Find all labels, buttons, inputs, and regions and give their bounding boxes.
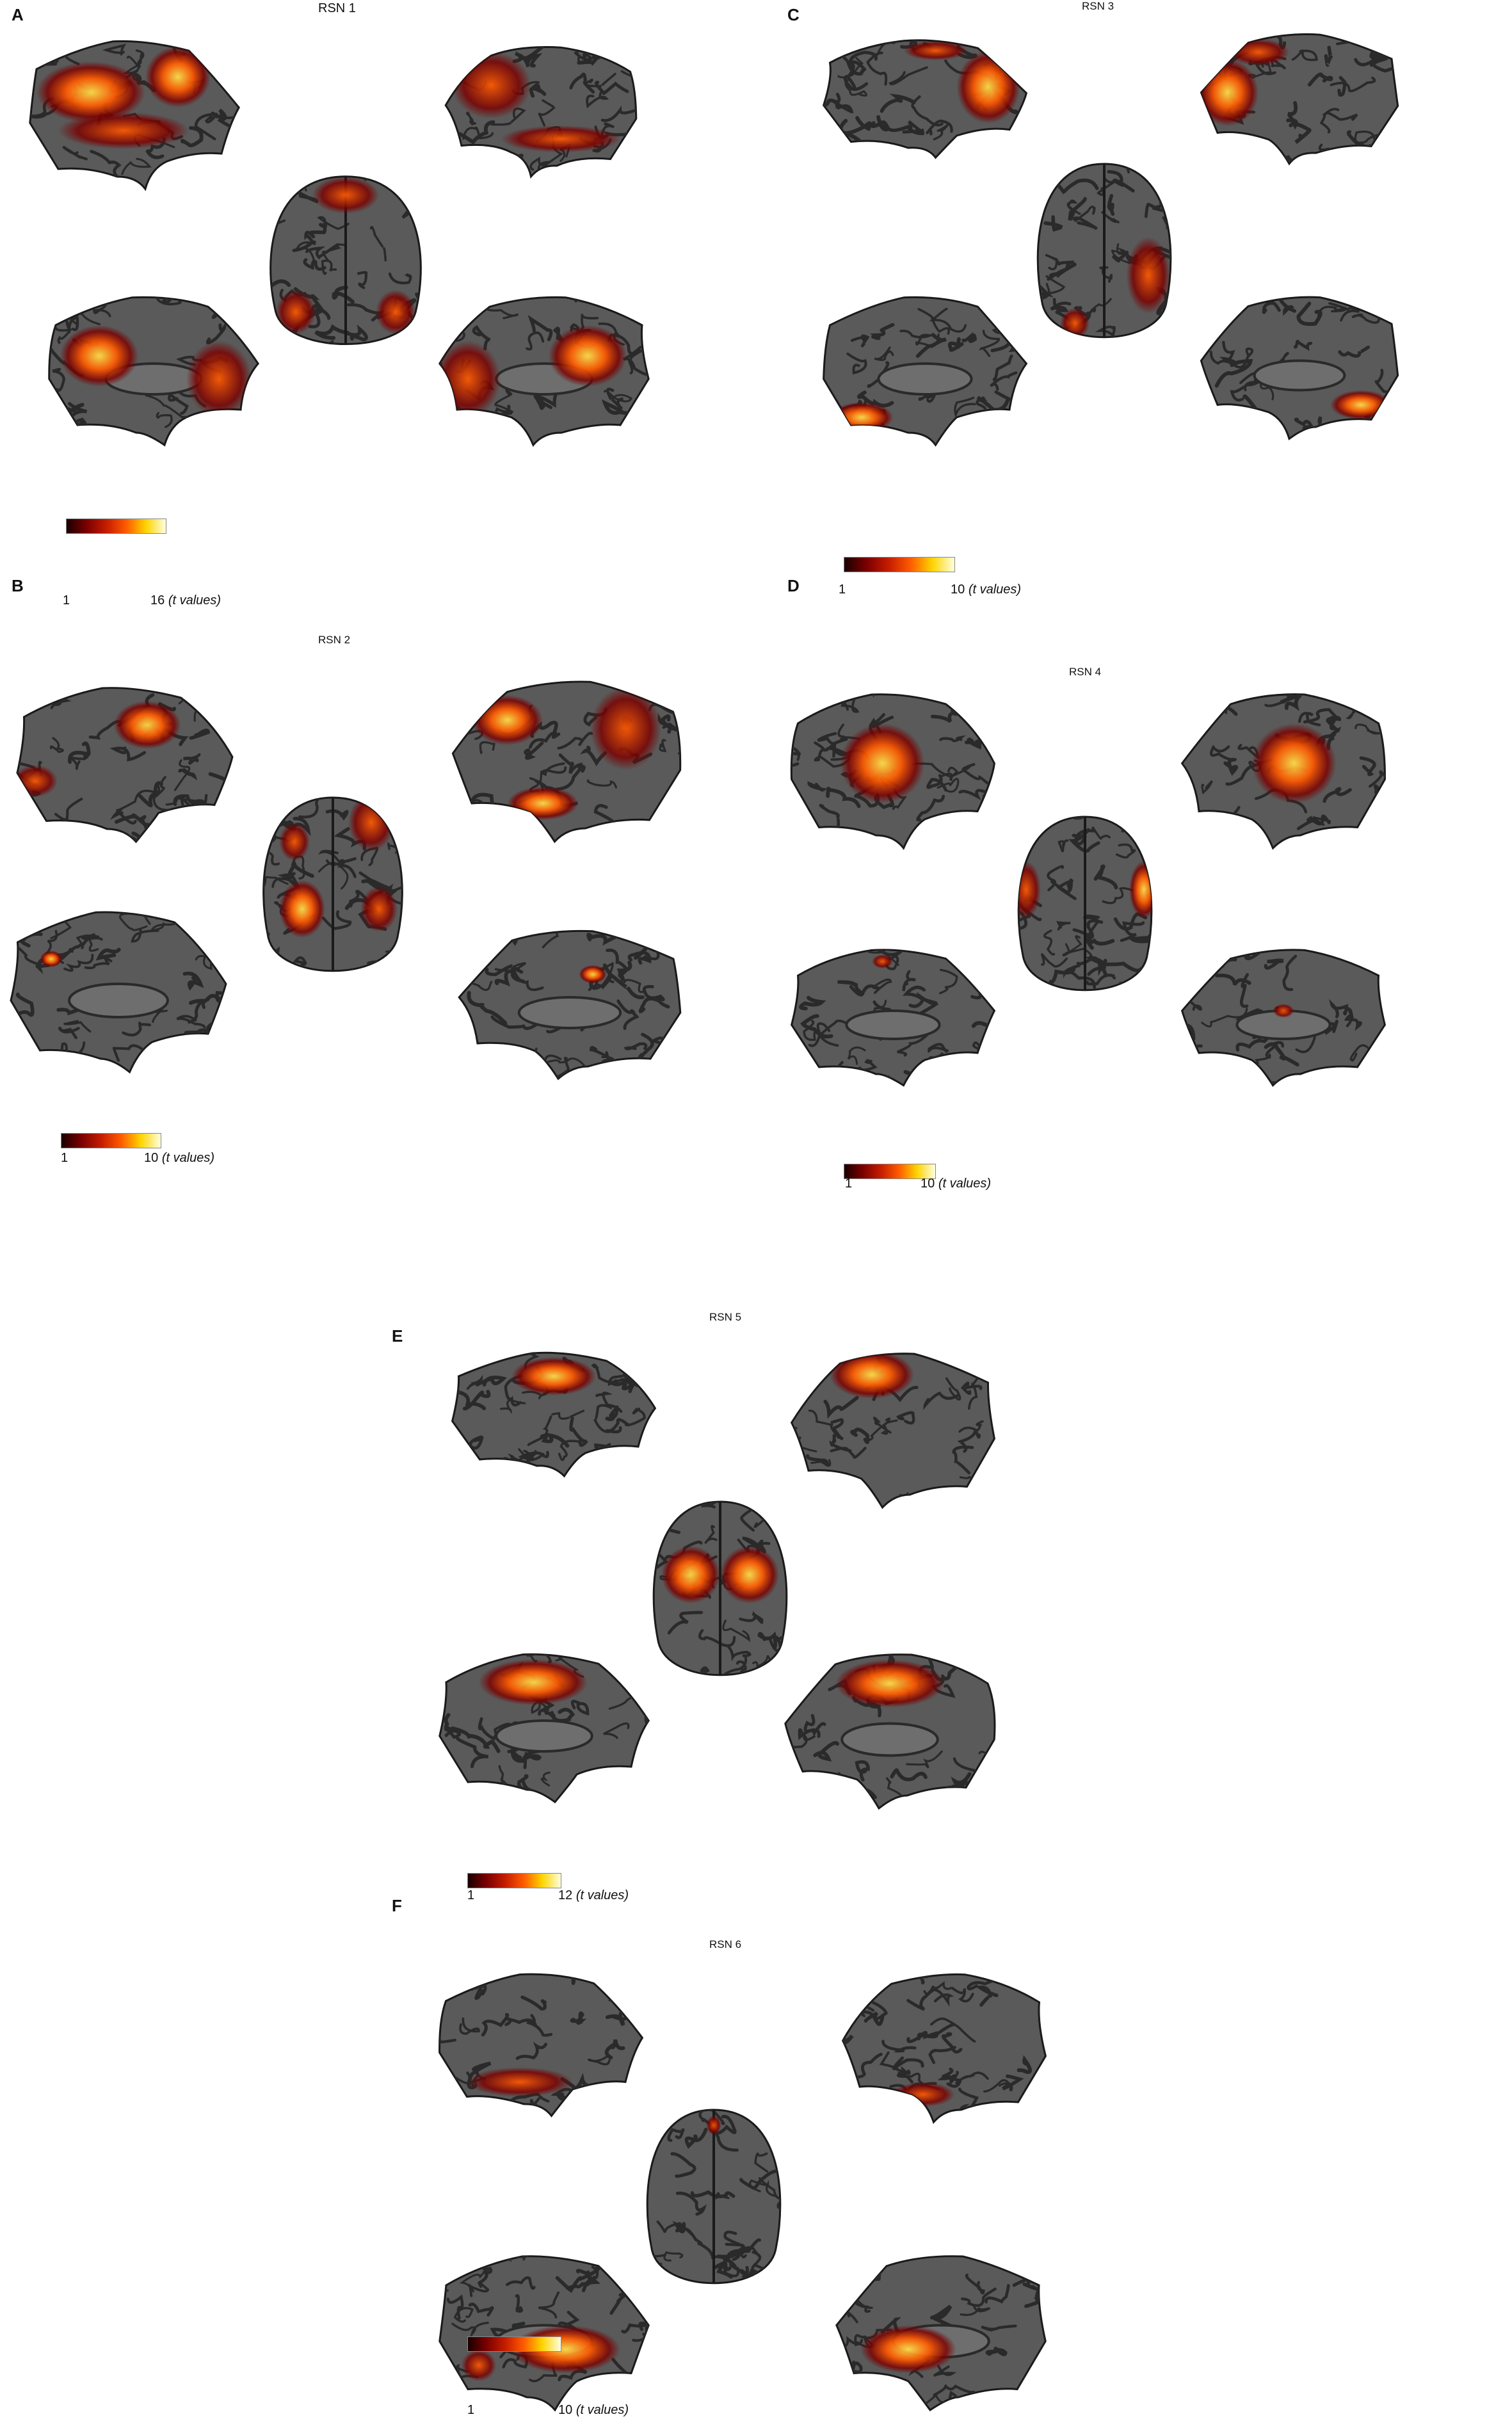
colorbar-d-min: 1 (845, 1177, 853, 1191)
panel-title-rsn6: RSN 6 (709, 1938, 742, 1950)
colorbar-e-min: 1 (467, 1888, 475, 1902)
brain-view-ml (48, 296, 260, 447)
panel-letter-c: C (787, 5, 800, 24)
colorbar-f-min: 1 (467, 2403, 475, 2417)
brain-view-ml (438, 1653, 650, 1804)
brain-view-r (444, 46, 638, 179)
colorbar-c-min: 1 (839, 583, 846, 597)
panel-letter-e: E (392, 1326, 403, 1346)
brain-view-r (451, 680, 682, 844)
colorbar-a-min: 1 (63, 593, 70, 607)
panel-title-rsn5: RSN 5 (709, 1311, 742, 1323)
colorbar-c-max: 10 (t values) (951, 583, 1022, 597)
brain-view-r (1200, 33, 1399, 166)
colorbar-b-max: 10 (t values) (144, 1151, 215, 1165)
brain-view-t (262, 796, 403, 972)
brain-view-l (790, 693, 995, 850)
colorbar-a-max: 16 (t values) (150, 593, 221, 607)
panel-letter-a: A (12, 5, 24, 24)
colorbar-e-max: 12 (t values) (558, 1888, 629, 1902)
brain-view-ml (790, 949, 996, 1087)
colorbar-f (467, 2336, 561, 2352)
brain-view-t (646, 2109, 782, 2285)
brain-view-r (841, 1973, 1047, 2125)
brain-view-r (1180, 693, 1386, 850)
panel-letter-d: D (787, 576, 800, 595)
brain-view-mr (1200, 296, 1399, 440)
brain-view-t (1017, 816, 1153, 992)
colorbar-e (467, 1873, 561, 1888)
brain-view-r (790, 1353, 995, 1509)
panel-title-rsn2: RSN 2 (318, 634, 351, 646)
brain-view-ml (10, 911, 227, 1074)
colorbar-b (61, 1133, 161, 1148)
panel-letter-b: B (12, 576, 24, 595)
colorbar-d (844, 1164, 936, 1179)
colorbar-f-max: 10 (t values) (558, 2403, 629, 2417)
brain-view-mr (1180, 949, 1387, 1087)
brain-view-mr (835, 2255, 1047, 2412)
brain-view-l (438, 1973, 644, 2118)
brain-view-l (451, 1351, 657, 1478)
brain-view-l (16, 687, 234, 844)
brain-view-l (822, 39, 1028, 159)
panel-title-rsn4: RSN 4 (1069, 666, 1102, 678)
colorbar-a (66, 518, 166, 534)
brain-view-t (1036, 163, 1172, 339)
colorbar-b-min: 1 (61, 1151, 68, 1165)
brain-view-ml (823, 296, 1028, 447)
brain-view-l (29, 40, 241, 191)
panel-title-rsn3: RSN 3 (1082, 0, 1114, 12)
panel-title-rsn1: RSN 1 (318, 1, 356, 15)
brain-view-t (269, 175, 422, 346)
brain-view-t (652, 1500, 788, 1676)
colorbar-c (844, 557, 955, 572)
brain-view-mr (438, 296, 650, 447)
brain-view-ml (438, 2255, 650, 2412)
colorbar-d-max: 10 (t values) (921, 1177, 992, 1191)
panel-letter-f: F (392, 1896, 402, 1915)
brain-view-mr (784, 1653, 996, 1810)
brain-view-mr (458, 929, 682, 1081)
